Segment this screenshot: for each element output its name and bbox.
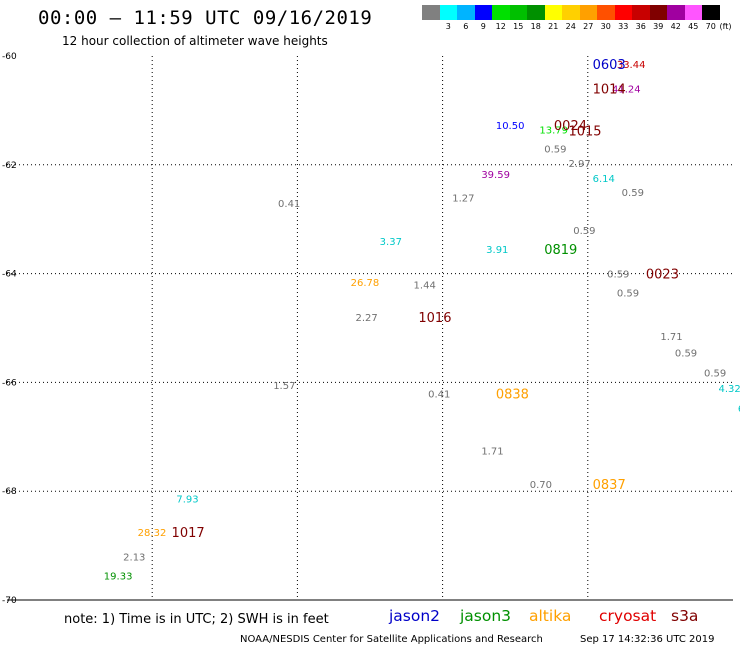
- page-title: 00:00 – 11:59 UTC 09/16/2019: [38, 7, 373, 29]
- scale-label: 42: [670, 22, 681, 31]
- scale-swatch: [527, 5, 545, 20]
- time-label: 1015: [568, 125, 601, 140]
- wave-height-map: -30-27-24-21-18-15-60-62-64-66-68-7033.4…: [2, 52, 740, 605]
- latitude-tick-label: -60: [2, 52, 17, 62]
- scale-label: 45: [688, 22, 699, 31]
- wave-height-label: 1.71: [660, 332, 682, 343]
- scale-label: 12: [495, 22, 506, 31]
- scale-swatch: [492, 5, 510, 20]
- wave-height-label: 28.32: [138, 528, 167, 539]
- scale-swatch: [632, 5, 650, 20]
- wave-height-label: 7.93: [176, 494, 198, 505]
- latitude-tick-label: -66: [2, 378, 17, 388]
- time-label: 0837: [593, 478, 626, 493]
- latitude-tick-label: -68: [2, 487, 17, 497]
- scale-label: 33: [618, 22, 629, 31]
- wave-height-label: 1.71: [481, 446, 503, 457]
- scale-swatch: [457, 5, 475, 20]
- latitude-tick-label: -62: [2, 161, 17, 171]
- scale-swatch: [667, 5, 685, 20]
- scale-swatch: [684, 5, 702, 20]
- scale-swatch: [509, 5, 527, 20]
- scale-unit: (ft): [719, 22, 732, 31]
- wave-height-label: 13.79: [539, 125, 568, 136]
- scale-label: 39: [653, 22, 664, 31]
- satellite-name: cryosat: [599, 607, 657, 625]
- scale-label: 9: [480, 22, 486, 31]
- wave-height-label: 1.27: [452, 193, 474, 204]
- wave-height-label: 0.59: [704, 369, 726, 380]
- wave-height-label: 39.59: [481, 170, 510, 181]
- wave-height-label: 3.37: [380, 237, 402, 248]
- time-label: 0603: [593, 58, 626, 73]
- scale-swatch: [562, 5, 580, 20]
- latitude-tick-label: -64: [2, 270, 17, 280]
- scale-label: 30: [600, 22, 611, 31]
- scale-label: 70: [705, 22, 716, 31]
- page-subtitle: 12 hour collection of altimeter wave hei…: [62, 34, 328, 48]
- time-label: 0838: [496, 387, 529, 402]
- wave-height-label: 0.59: [544, 144, 566, 155]
- satellite-name: jason2: [389, 607, 441, 625]
- wave-height-label: 10.50: [496, 121, 525, 132]
- wave-height-label: 2.27: [355, 313, 377, 324]
- wave-height-label: 0.59: [617, 289, 639, 300]
- generated-timestamp: Sep 17 14:32:36 UTC 2019: [580, 634, 715, 645]
- scale-swatch: [702, 5, 720, 20]
- time-label: 0819: [544, 243, 577, 258]
- time-label: 0024: [554, 119, 587, 134]
- scale-label: 15: [513, 22, 524, 31]
- scale-swatch: [579, 5, 597, 20]
- scale-swatch: [544, 5, 562, 20]
- scale-swatch: [474, 5, 492, 20]
- wave-height-label: 0.41: [278, 199, 300, 210]
- wave-height-label: 2.97: [568, 159, 590, 170]
- color-scale-legend: [422, 5, 720, 20]
- wave-height-label: 0.59: [675, 348, 697, 359]
- satellite-name: s3a: [671, 607, 699, 625]
- wave-height-label: 0.59: [573, 226, 595, 237]
- scale-swatch: [614, 5, 632, 20]
- footer-note: note: 1) Time is in UTC; 2) SWH is in fe…: [64, 612, 329, 627]
- wave-height-label: 0.41: [428, 389, 450, 400]
- scale-label: 6: [463, 22, 469, 31]
- wave-height-label: 3.91: [486, 245, 508, 256]
- scale-label: 21: [548, 22, 559, 31]
- scale-label: 24: [565, 22, 576, 31]
- scale-swatch: [422, 5, 440, 20]
- satellite-name: jason3: [460, 607, 512, 625]
- wave-height-label: 4.32: [718, 384, 740, 395]
- time-label: 1016: [418, 311, 451, 326]
- scale-label: 3: [445, 22, 451, 31]
- wave-height-label: 19.33: [104, 572, 133, 583]
- wave-height-label: 33.44: [617, 60, 646, 71]
- scale-swatch: [597, 5, 615, 20]
- wave-height-label: 6.92: [738, 404, 740, 415]
- latitude-tick-label: -70: [2, 596, 17, 605]
- scale-swatch: [649, 5, 667, 20]
- wave-height-label: 41.24: [612, 85, 641, 96]
- wave-height-label: 6.14: [593, 174, 615, 185]
- wave-height-label: 0.59: [622, 188, 644, 199]
- scale-label: 18: [530, 22, 541, 31]
- scale-label: 36: [635, 22, 646, 31]
- wave-height-label: 0.59: [607, 270, 629, 281]
- wave-height-label: 1.44: [414, 280, 436, 291]
- scale-swatch: [439, 5, 457, 20]
- credit-line: NOAA/NESDIS Center for Satellite Applica…: [240, 634, 543, 645]
- time-label: 1017: [172, 526, 205, 541]
- wave-height-label: 1.57: [273, 381, 295, 392]
- wave-height-label: 2.13: [123, 552, 145, 563]
- satellite-name: altika: [529, 607, 572, 625]
- time-label: 1014: [593, 83, 626, 98]
- wave-height-label: 26.78: [351, 278, 380, 289]
- time-label: 0023: [646, 268, 679, 283]
- scale-label: 27: [583, 22, 594, 31]
- wave-height-label: 0.70: [530, 480, 552, 491]
